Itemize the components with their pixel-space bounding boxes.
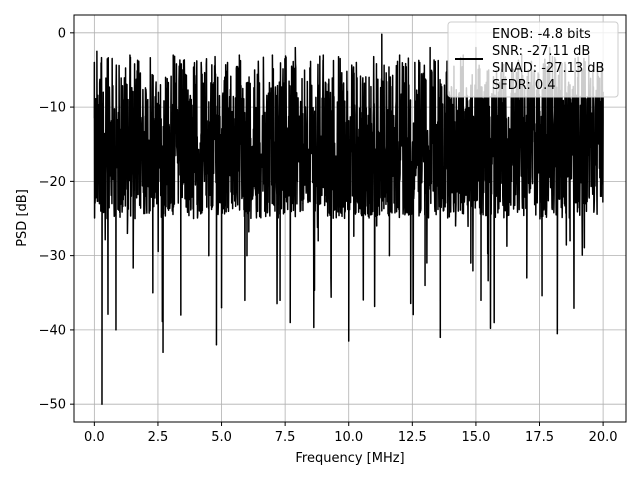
psd-data-point: [200, 61, 202, 64]
psd-data-point: [279, 299, 281, 301]
psd-data-point: [317, 240, 319, 242]
psd-data-point: [162, 351, 164, 353]
psd-data-point: [238, 54, 240, 56]
y-axis-label: PSD [dB]: [15, 189, 30, 247]
psd-data-point: [231, 195, 233, 197]
psd-data-point: [192, 217, 195, 220]
psd-data-point: [102, 91, 104, 93]
psd-data-point: [246, 255, 248, 257]
psd-data-point: [355, 61, 357, 64]
psd-data-point: [147, 99, 149, 101]
psd-data-point: [126, 232, 129, 234]
psd-data-point: [424, 284, 426, 286]
psd-data-point: [180, 314, 182, 316]
psd-data-point: [495, 195, 497, 197]
x-tick-label: 17.5: [525, 430, 554, 445]
psd-data-point: [584, 203, 586, 205]
psd-data-point: [264, 210, 266, 212]
psd-data-point: [215, 344, 218, 346]
psd-data-point: [157, 121, 159, 123]
psd-data-point: [439, 336, 441, 338]
psd-data-point: [106, 217, 108, 220]
psd-data-point: [220, 307, 223, 309]
y-tick-label: −30: [39, 249, 66, 264]
y-tick-label: −40: [39, 323, 66, 338]
psd-data-point: [360, 195, 363, 197]
x-tick-label: 10.0: [334, 430, 363, 445]
psd-data-point: [526, 277, 528, 279]
psd-data-point: [172, 54, 174, 56]
psd-data-point: [381, 33, 383, 35]
psd-data-point: [134, 217, 136, 220]
psd-data-point: [340, 84, 342, 86]
psd-data-point: [510, 180, 513, 182]
psd-data-point: [541, 217, 543, 220]
psd-data-point: [95, 180, 97, 182]
legend: ENOB: -4.8 bits SNR: -27.11 dB SINAD: -2…: [447, 21, 619, 98]
x-tick-label: 20.0: [589, 430, 618, 445]
x-axis-label: Frequency [MHz]: [295, 451, 404, 466]
psd-data-point: [480, 299, 482, 301]
psd-data-point: [429, 47, 431, 49]
psd-data-point: [129, 54, 131, 56]
psd-data-point: [271, 54, 274, 56]
x-tick-label: 2.5: [148, 430, 169, 445]
psd-data-point: [399, 54, 401, 56]
psd-data-point: [569, 240, 571, 242]
x-axis-ticks: 0.0 2.5 5.0 7.5 10.0 12.5 15.0 17.5 20.0: [84, 422, 618, 445]
psd-data-point: [454, 225, 457, 227]
psd-data-point: [254, 69, 256, 71]
psd-data-point: [348, 340, 350, 342]
psd-data-point: [302, 203, 304, 205]
psd-data-point: [388, 255, 391, 257]
legend-sfdr: SFDR: 0.4: [492, 78, 556, 93]
psd-data-point: [414, 61, 416, 64]
psd-data-point: [98, 203, 101, 205]
psd-data-point: [101, 403, 103, 405]
psd-data-point: [309, 69, 312, 71]
psd-data-point: [139, 76, 141, 78]
y-tick-label: 0: [58, 26, 66, 41]
psd-data-point: [144, 195, 146, 197]
psd-data-point: [185, 106, 187, 108]
psd-data-point: [96, 50, 98, 52]
psd-data-point: [119, 128, 121, 130]
psd-data-point: [120, 106, 122, 108]
psd-data-point: [406, 188, 408, 190]
x-tick-label: 12.5: [398, 430, 427, 445]
psd-data-point: [111, 69, 113, 71]
psd-data-point: [164, 76, 167, 78]
psd-data-point: [470, 262, 472, 264]
psd-data-point: [170, 180, 172, 182]
legend-snr: SNR: -27.11 dB: [492, 44, 590, 59]
psd-data-point: [556, 333, 558, 335]
psd-data-point: [115, 329, 117, 331]
psd-data-point: [368, 76, 370, 78]
psd-data-point: [289, 321, 291, 324]
psd-data-point: [330, 277, 332, 279]
psd-data-point: [322, 54, 324, 56]
psd-data-point: [208, 255, 210, 257]
x-tick-label: 15.0: [461, 430, 490, 445]
legend-enob: ENOB: -4.8 bits: [492, 27, 591, 42]
y-tick-label: −20: [39, 175, 66, 190]
x-tick-label: 7.5: [275, 430, 296, 445]
x-tick-label: 5.0: [211, 430, 232, 445]
legend-sinad: SINAD: -27.13 dB: [492, 61, 604, 76]
psd-data-point: [93, 61, 95, 64]
plot-frame: [73, 14, 627, 423]
x-tick-label: 0.0: [84, 430, 105, 445]
legend-box: [447, 21, 619, 98]
y-tick-label: −50: [39, 398, 66, 413]
psd-data-point: [217, 76, 219, 78]
psd-data-point: [284, 91, 286, 93]
psd-data-point: [223, 99, 225, 101]
y-axis-ticks: 0 −10 −20 −30 −40 −50: [39, 26, 74, 413]
y-tick-label: −10: [39, 101, 66, 116]
psd-data-point: [294, 47, 296, 49]
psd-data-point: [152, 292, 154, 294]
psd-data-point: [599, 195, 602, 197]
psd-data-point: [376, 225, 378, 227]
